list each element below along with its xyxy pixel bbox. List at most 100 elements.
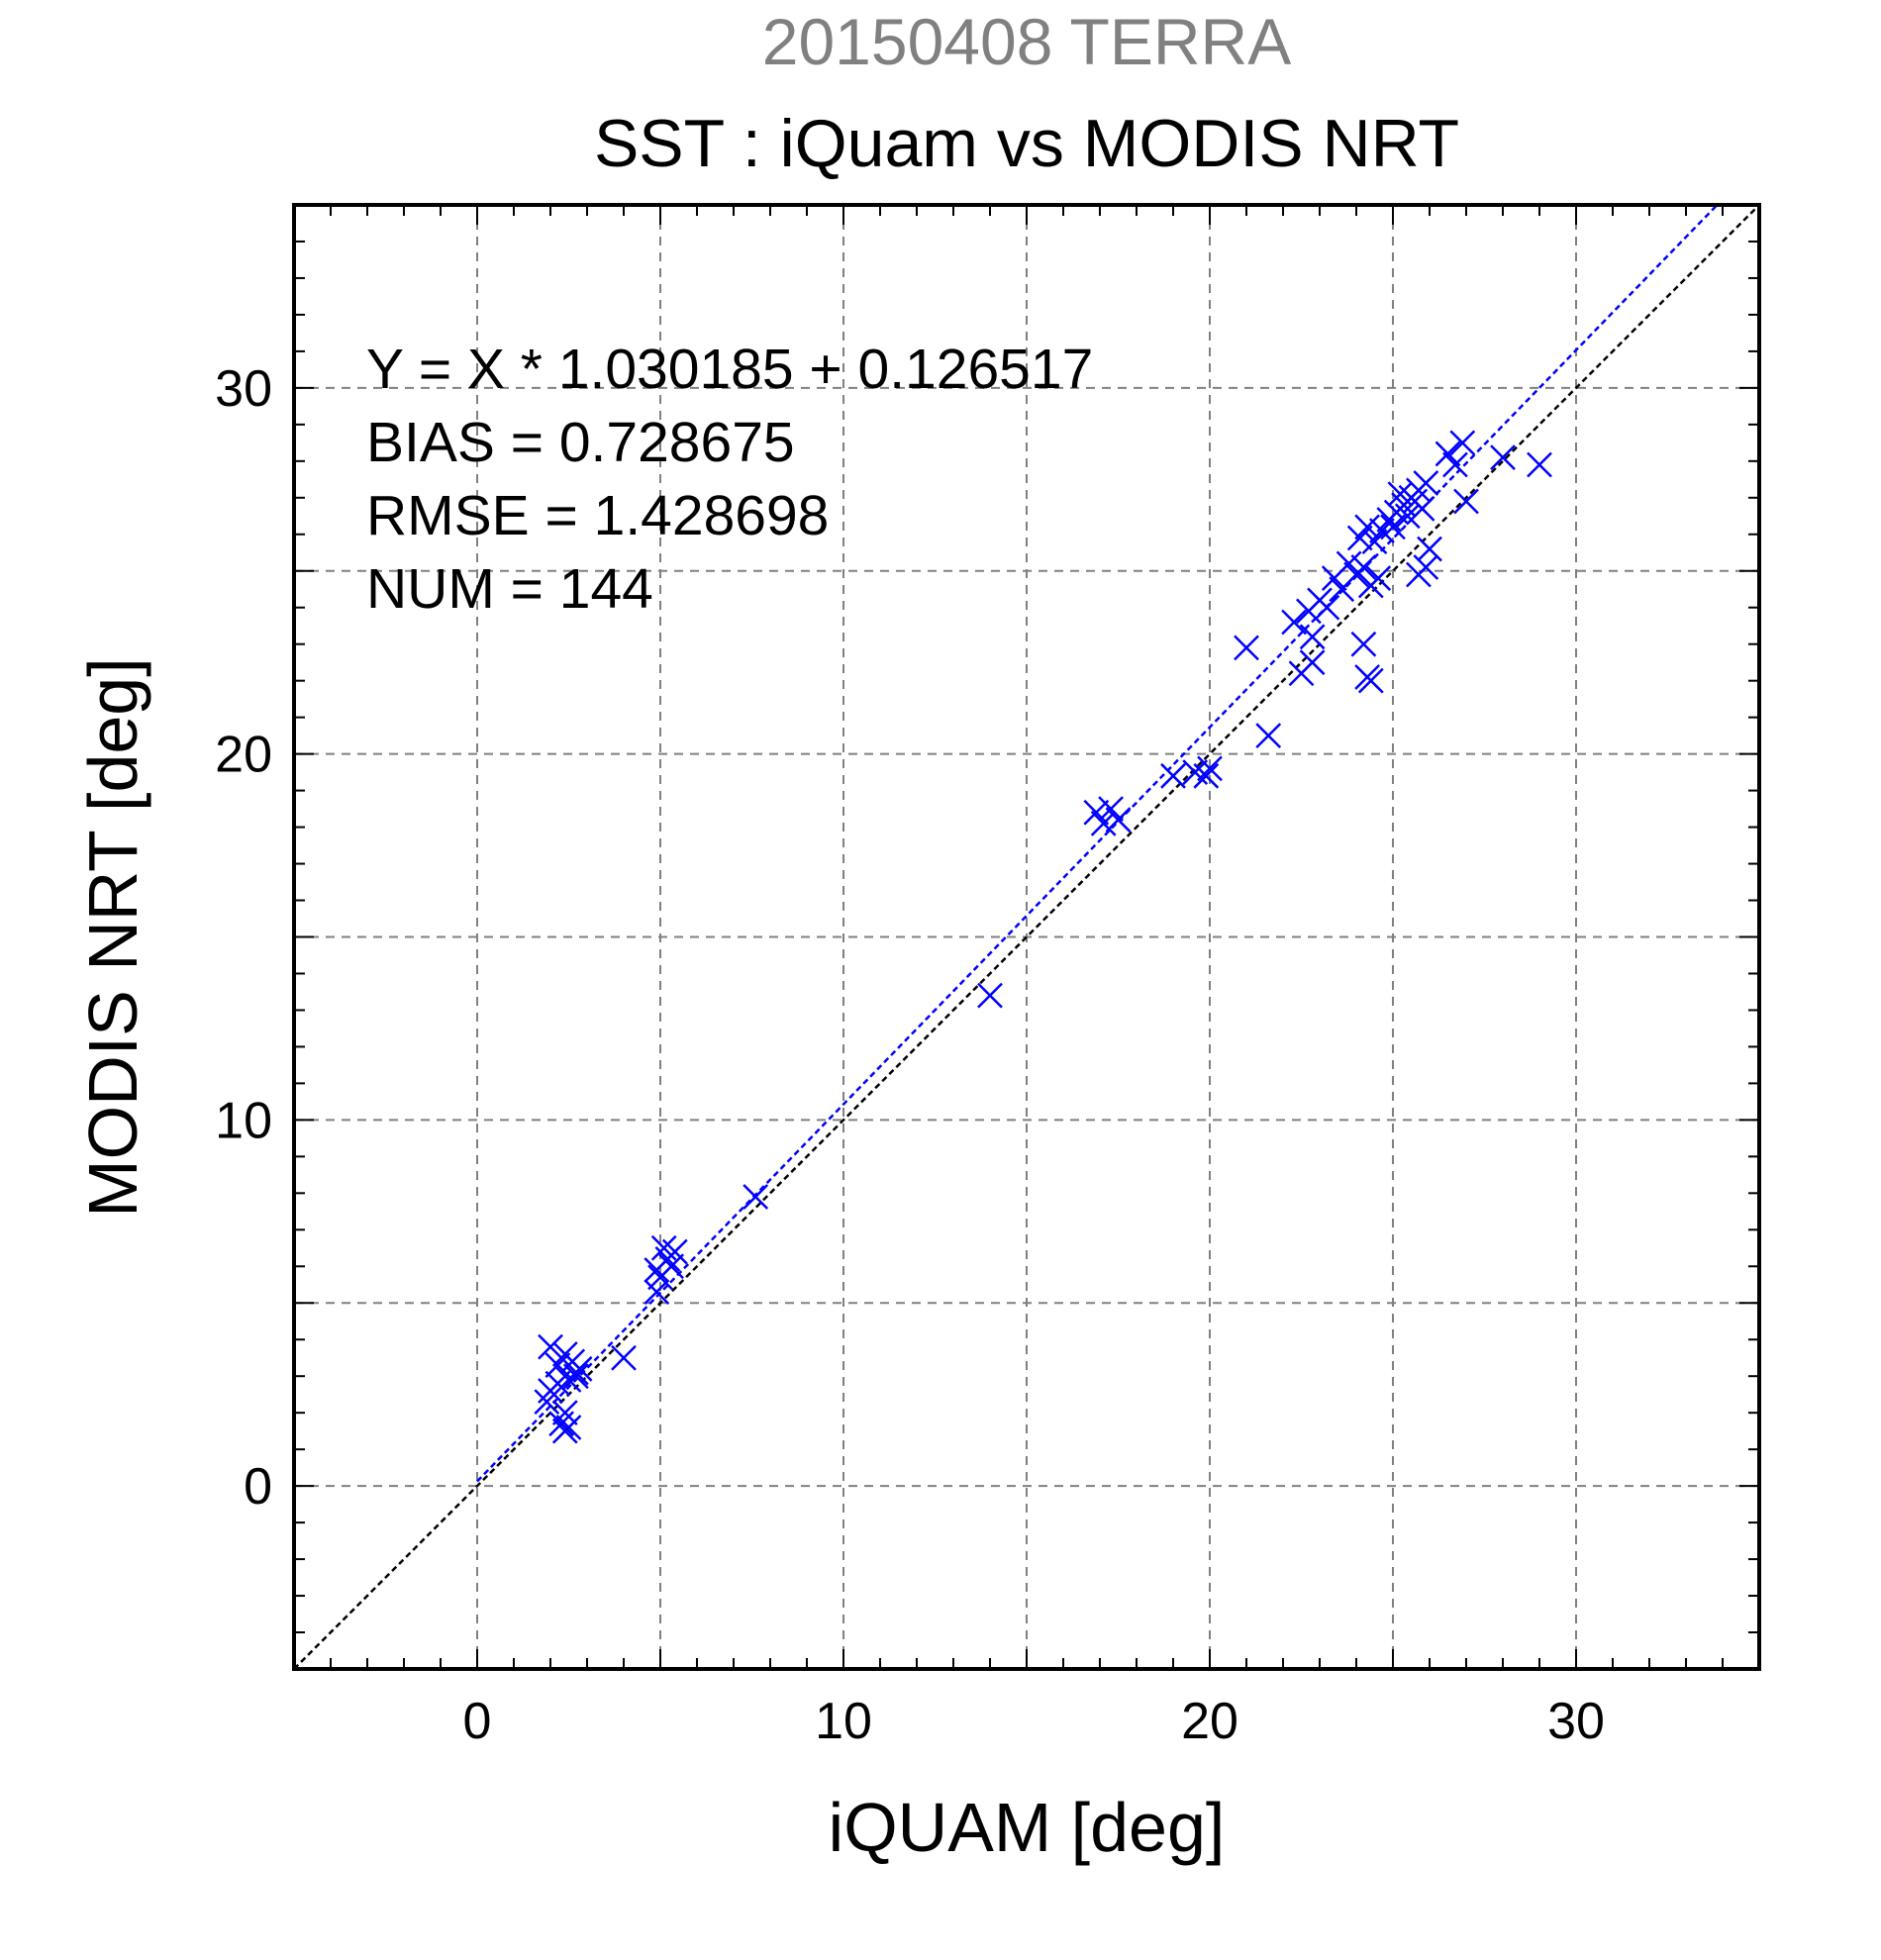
data-point [1193,762,1220,789]
data-point-stroke [1182,759,1209,785]
data-point-stroke [538,1333,563,1360]
data-point [1336,550,1362,577]
data-point-stroke [1197,755,1223,782]
data-point [548,1411,574,1437]
data-point-stroke [1314,594,1340,621]
data-point [1357,667,1384,694]
data-point-stroke [534,1389,560,1415]
x-tick-label: 10 [815,1693,872,1750]
data-point [1453,488,1479,515]
data-point [644,1279,670,1306]
data-point [1281,609,1307,636]
data-point-stroke [1346,525,1373,551]
data-point [1406,561,1432,588]
data-point [566,1355,593,1382]
data-point-stroke [977,982,1003,1009]
x-axis-label: iQUAM [deg] [829,1789,1226,1866]
y-axis-label: MODIS NRT [deg] [74,657,151,1217]
data-point-stroke [1234,635,1259,661]
data-point [1394,503,1421,530]
data-point-stroke [1380,514,1406,540]
data-point [1527,451,1552,478]
data-point-stroke [650,1234,677,1261]
data-point [1083,799,1110,826]
data-point-stroke [1357,667,1384,694]
data-point-stroke [1281,609,1307,636]
x-tick-label: 20 [1181,1693,1238,1750]
data-point [1387,481,1414,507]
data-point-stroke [1350,631,1377,657]
data-point-stroke [742,1184,769,1210]
data-point-stroke [1083,799,1110,826]
data-point-stroke [1160,762,1186,789]
data-point-stroke [1406,561,1432,588]
data-point [977,982,1003,1009]
data-point-stroke [1394,503,1421,530]
data-point-stroke [658,1253,684,1280]
data-point-stroke [1350,554,1377,580]
data-point [1365,565,1392,592]
data-point [1442,451,1468,478]
y-tick-label: 0 [244,1458,272,1516]
data-point [1380,514,1406,540]
data-point-stroke [1527,451,1552,478]
data-point-stroke [1409,496,1436,522]
data-point [1354,514,1380,540]
data-point [551,1418,578,1444]
data-point [1346,525,1373,551]
data-point [1350,631,1377,657]
data-point-stroke [1354,514,1380,540]
data-point [1417,536,1442,562]
data-point [1314,594,1340,621]
data-point-stroke [544,1352,571,1378]
data-point [742,1184,769,1210]
data-point-stroke [1098,796,1124,822]
num-stat: NUM = 144 [366,557,653,621]
data-point-stroke [1453,488,1479,515]
data-point [1449,430,1476,456]
y-tick-label: 20 [215,727,272,784]
data-point [1105,807,1132,833]
data-point [1160,762,1186,789]
data-point-stroke [644,1279,670,1306]
data-point [1255,723,1282,749]
data-point-stroke [566,1355,593,1382]
tick-labels: 0 10 20 30 0 10 20 30 [215,360,1605,1750]
data-point [1435,441,1461,467]
data-point-stroke [1449,430,1476,456]
data-point [1361,529,1388,555]
x-tick-label: 30 [1547,1693,1605,1750]
reference-lines [294,205,1759,1669]
data-point [1409,496,1436,522]
data-point [1299,624,1326,650]
grid-lines [294,205,1759,1669]
data-point [1090,810,1117,836]
data-point-stroke [1255,723,1282,749]
x-tick-label: 0 [463,1693,492,1750]
stats-annotation: Y = X * 1.030185 + 0.126517 BIAS = 0.728… [366,338,1093,621]
data-point [563,1363,589,1390]
data-point-stroke [1299,624,1326,650]
data-point [1098,796,1124,822]
data-point [1234,635,1259,661]
data-point-stroke [1361,529,1388,555]
data-point-stroke [1413,470,1439,496]
data-point-stroke [1442,451,1468,478]
data-point [650,1234,677,1261]
bias-stat: BIAS = 0.728675 [366,411,795,474]
data-point-stroke [661,1238,688,1265]
data-point-stroke [551,1418,578,1444]
chart-supertitle: 20150408 TERRA [762,5,1291,78]
data-point [658,1253,684,1280]
data-point [534,1389,560,1415]
data-point [1413,470,1439,496]
rmse-stat: RMSE = 1.428698 [366,484,829,547]
data-point-stroke [1435,441,1461,467]
data-point [544,1352,571,1378]
fit-equation: Y = X * 1.030185 + 0.126517 [366,338,1093,401]
identity-line [294,205,1759,1669]
data-point [538,1333,563,1360]
data-point-stroke [548,1411,574,1437]
data-point-stroke [1490,444,1516,471]
